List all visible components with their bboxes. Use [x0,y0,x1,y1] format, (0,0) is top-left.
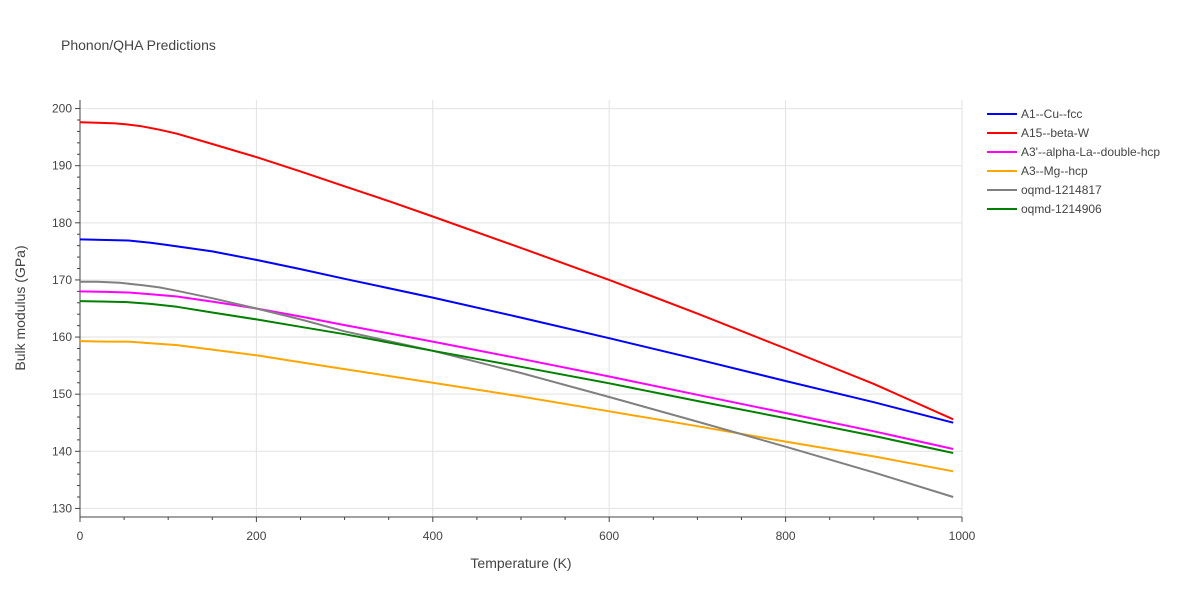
legend[interactable]: A1--Cu--fcc A15--beta-W A3'--alpha-La--dou… [987,107,1160,216]
x-tick-label: 600 [599,529,619,543]
x-tick-label: 400 [423,529,443,543]
y-tick-label: 140 [52,444,72,458]
x-axis-title: Temperature (K) [470,555,571,571]
y-tick-label: 170 [52,273,72,287]
series-line-a15-beta-w [79,121,954,421]
chart-title: Phonon/QHA Predictions [61,37,216,53]
legend-item-a3-alpha-la-double-hcp[interactable]: A3'--alpha-La--double-hcp [987,145,1160,159]
plot-series [79,121,954,498]
legend-label: A3--Mg--hcp [1021,164,1088,178]
x-tick-label: 800 [776,529,796,543]
y-tick-label: 150 [52,387,72,401]
y-axis-title: Bulk modulus (GPa) [12,245,28,370]
series-line-oqmd-1214817 [80,280,954,498]
series-line-oqmd-1214906 [79,300,954,454]
x-axis-ticks: 0 200 400 600 800 1000 [77,517,976,543]
legend-label: oqmd-1214906 [1021,202,1102,216]
legend-label: A3'--alpha-La--double-hcp [1021,145,1160,159]
x-tick-label: 200 [246,529,266,543]
legend-label: A1--Cu--fcc [1021,107,1082,121]
legend-item-oqmd-1214817[interactable]: oqmd-1214817 [987,183,1102,197]
y-tick-label: 190 [52,159,72,173]
series-line-a3-alpha-la-double-hcp [79,290,954,450]
legend-item-a3-mg-hcp[interactable]: A3--Mg--hcp [987,164,1088,178]
legend-item-oqmd-1214906[interactable]: oqmd-1214906 [987,202,1102,216]
y-tick-label: 180 [52,216,72,230]
legend-item-a1-cu-fcc[interactable]: A1--Cu--fcc [987,107,1082,121]
x-tick-label: 0 [77,529,84,543]
x-tick-label: 1000 [949,529,976,543]
legend-label: oqmd-1214817 [1021,183,1102,197]
axes [79,100,962,518]
y-tick-label: 160 [52,330,72,344]
y-tick-label: 200 [52,102,72,116]
y-tick-label: 130 [52,501,72,515]
legend-label: A15--beta-W [1021,126,1090,140]
grid-lines [80,100,963,517]
legend-item-a15-beta-w[interactable]: A15--beta-W [987,126,1090,140]
y-axis-ticks: 130 140 150 160 170 180 190 200 [52,102,80,515]
series-line-a1-cu-fcc [79,238,954,424]
